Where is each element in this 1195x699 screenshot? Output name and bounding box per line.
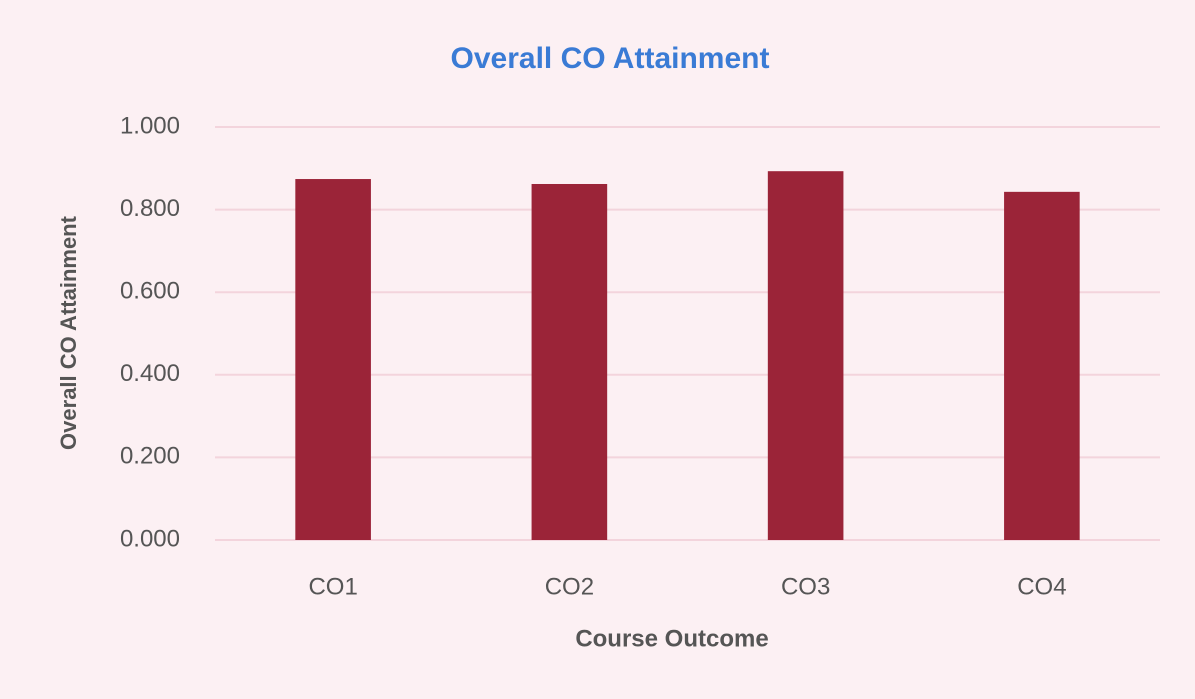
x-tick-label: CO2 [545,573,594,600]
y-tick-label: 0.400 [120,360,180,387]
y-tick-label: 0.600 [120,278,180,305]
bar [767,171,844,541]
bar [295,179,371,540]
y-tick-label: 0.200 [120,443,180,470]
chart-title: Overall CO Attainment [451,42,770,75]
y-tick-label: 0.000 [120,525,180,552]
y-tick-label: 1.000 [120,112,180,139]
bar [1004,191,1080,540]
x-axis-label: Course Outcome [575,625,768,652]
x-tick-label: CO4 [1017,573,1066,600]
x-tick-label: CO1 [308,573,357,600]
x-tick-label: CO3 [781,573,830,600]
bar [531,183,608,540]
y-tick-label: 0.800 [120,195,180,222]
y-axis-label: Overall CO Attainment [56,215,81,450]
